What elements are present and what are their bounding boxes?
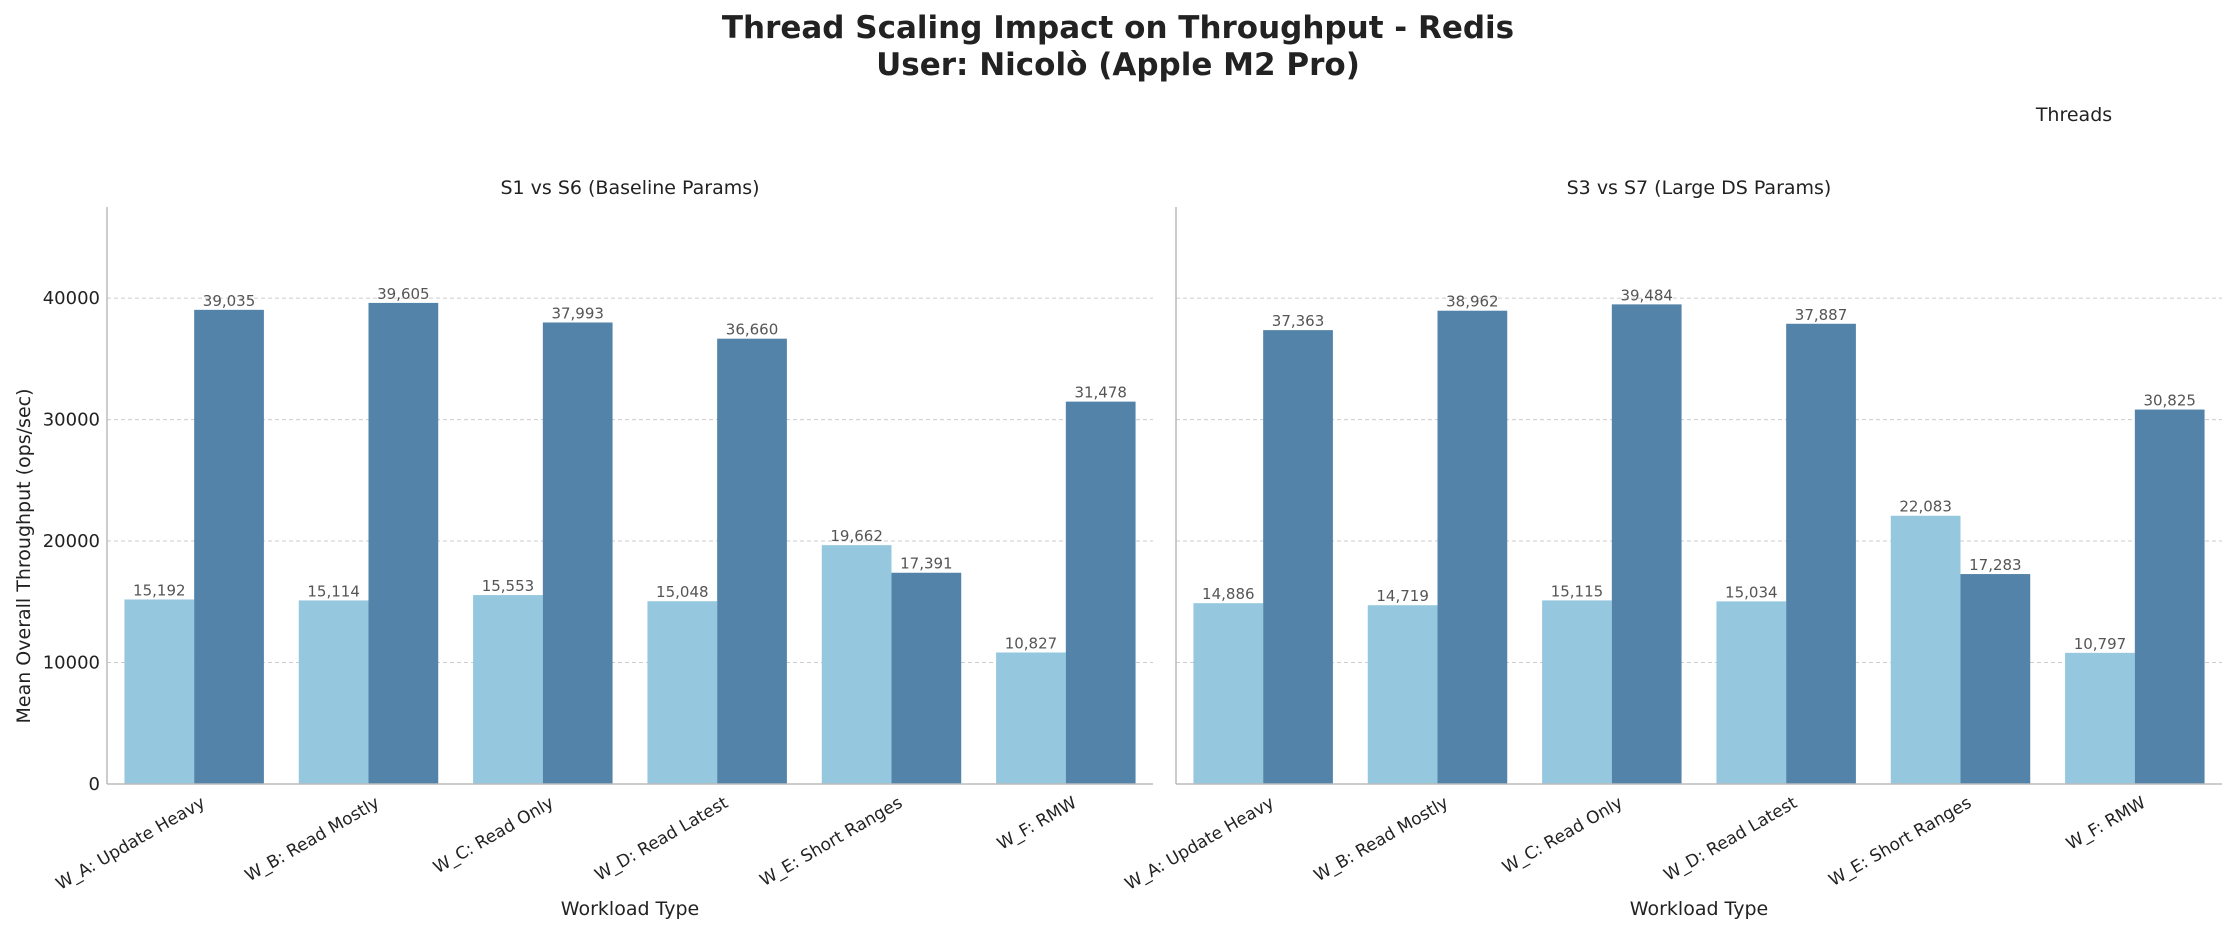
bar-label-p2-s2-4: 17,283: [1969, 556, 2022, 574]
bar-label-p1-s2-5: 31,478: [1074, 384, 1127, 402]
x-tick-label-p2-0: W_A: Update Heavy: [1122, 793, 1278, 895]
x-tick-label-p1-0: W_A: Update Heavy: [53, 793, 209, 895]
bar-label-p2-s1-0: 14,886: [1202, 585, 1255, 603]
bar-label-p2-s1-1: 14,719: [1376, 587, 1429, 605]
chart-subtitle: User: Nicolò (Apple M2 Pro): [876, 47, 1360, 83]
x-axis-label-2: Workload Type: [1630, 898, 1768, 920]
bar-label-p1-s1-3: 15,048: [656, 583, 709, 601]
bar-p1-s1-2: [473, 595, 543, 784]
bar-p1-s2-4: [891, 572, 962, 784]
bar-label-p1-s2-2: 37,993: [551, 304, 604, 322]
x-tick-label-p1-4: W_E: Short Ranges: [757, 793, 907, 891]
bar-p2-s1-5: [2065, 652, 2135, 784]
y-tick-label-3: 30000: [43, 410, 100, 431]
panel-title-2: S3 vs S7 (Large DS Params): [1567, 177, 1832, 199]
bar-label-p2-s2-0: 37,363: [1272, 312, 1325, 330]
chart-title: Thread Scaling Impact on Throughput - Re…: [722, 10, 1514, 46]
bar-p1-s1-5: [996, 652, 1066, 784]
bar-label-p2-s1-2: 15,115: [1551, 582, 1604, 600]
x-tick-label-p1-2: W_C: Read Only: [430, 793, 557, 878]
bar-p1-s1-4: [821, 545, 892, 784]
bar-p2-s1-4: [1890, 515, 1961, 784]
bar-p2-s2-4: [1960, 574, 2031, 784]
bar-p2-s1-0: [1193, 603, 1264, 784]
bar-label-p1-s1-2: 15,553: [482, 577, 535, 595]
bar-p2-s2-2: [1611, 304, 1682, 784]
bar-label-p1-s1-0: 15,192: [133, 581, 186, 599]
x-tick-label-p2-5: W_F: RMW: [2063, 793, 2150, 855]
x-tick-label-p1-5: W_F: RMW: [994, 793, 1081, 855]
bar-p1-s2-0: [194, 309, 264, 784]
x-tick-label-p2-2: W_C: Read Only: [1499, 793, 1626, 878]
bar-label-p2-s2-1: 38,962: [1446, 293, 1499, 311]
bar-label-p1-s1-4: 19,662: [830, 527, 883, 545]
bar-label-p1-s1-5: 10,827: [1005, 634, 1058, 652]
y-tick-label-4: 40000: [43, 288, 100, 309]
bar-p2-s2-0: [1263, 330, 1333, 784]
bar-label-p2-s1-3: 15,034: [1725, 583, 1778, 601]
bar-p2-s2-3: [1786, 323, 1856, 784]
bar-p2-s2-5: [2134, 409, 2205, 784]
y-tick-label-1: 10000: [43, 653, 100, 674]
bar-label-p2-s2-5: 30,825: [2143, 392, 2196, 410]
x-axis-label-1: Workload Type: [561, 898, 699, 920]
bar-label-p2-s1-5: 10,797: [2074, 635, 2127, 653]
x-tick-label-p1-1: W_B: Read Mostly: [242, 793, 383, 886]
bar-p2-s1-1: [1367, 605, 1438, 784]
x-tick-label-p2-1: W_B: Read Mostly: [1311, 793, 1452, 886]
legend-title: Threads: [2035, 104, 2112, 126]
panel-title-1: S1 vs S6 (Baseline Params): [500, 177, 759, 199]
bar-p1-s2-3: [717, 338, 787, 784]
bar-label-p1-s2-0: 39,035: [203, 292, 256, 310]
bar-label-p2-s2-3: 37,887: [1795, 306, 1848, 324]
y-axis-label: Mean Overall Throughput (ops/sec): [13, 389, 35, 724]
x-tick-label-p2-3: W_D: Read Latest: [1661, 793, 1801, 886]
x-tick-label-p2-4: W_E: Short Ranges: [1826, 793, 1976, 891]
bar-p1-s2-5: [1065, 401, 1136, 784]
bar-p2-s1-3: [1716, 601, 1787, 784]
bar-p2-s2-1: [1437, 310, 1508, 784]
bar-p1-s2-1: [368, 302, 439, 784]
bar-label-p1-s1-1: 15,114: [307, 582, 360, 600]
bar-p1-s1-1: [298, 600, 369, 784]
bar-p2-s1-2: [1542, 600, 1612, 784]
panels: 0 10000 20000 30000 40000 S1 vs S6 (Baseline …: [43, 177, 2222, 920]
bar-p1-s1-0: [124, 599, 195, 784]
y-tick-label-2: 20000: [43, 531, 100, 552]
bar-label-p1-s2-4: 17,391: [900, 555, 953, 573]
x-tick-label-p1-3: W_D: Read Latest: [592, 793, 732, 886]
bar-p1-s2-2: [542, 322, 613, 784]
bar-label-p2-s2-2: 39,484: [1620, 286, 1673, 304]
bar-label-p1-s2-3: 36,660: [726, 321, 779, 339]
bar-label-p2-s1-4: 22,083: [1899, 498, 1952, 516]
bar-p1-s1-3: [647, 601, 718, 784]
y-tick-label-0: 0: [89, 774, 100, 795]
bar-label-p1-s2-1: 39,605: [377, 285, 430, 303]
